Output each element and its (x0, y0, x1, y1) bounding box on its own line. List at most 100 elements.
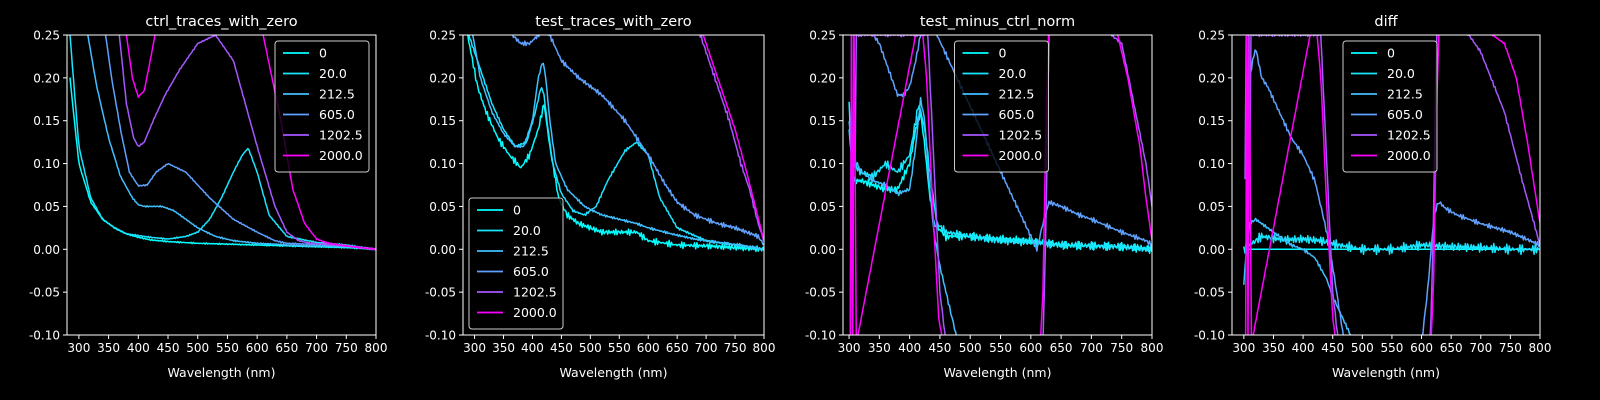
legend-label: 605.0 (319, 107, 355, 122)
x-tick-label: 350 (868, 341, 891, 355)
x-tick-label: 800 (753, 341, 776, 355)
legend-label: 0 (999, 46, 1007, 61)
y-tick-label: 0.10 (1198, 157, 1225, 171)
series-line-212-5 (87, 35, 376, 251)
y-tick-label: 0.25 (33, 29, 60, 43)
x-tick-label: 350 (97, 341, 120, 355)
legend-label: 0 (319, 46, 327, 61)
x-axis-label: Wavelength (nm) (168, 365, 276, 380)
x-axis-label: Wavelength (nm) (944, 365, 1052, 380)
x-tick-label: 300 (1232, 341, 1255, 355)
y-tick-label: -0.05 (425, 286, 456, 300)
chart-panel-3: test_minus_ctrl_norm 300 350 400 450 500 550 60… (805, 14, 1164, 380)
chart-panel-4: diff 300 350 400 450 500 550 600 650 700 750 800 -0.… (1194, 14, 1552, 380)
legend-label: 20.0 (999, 66, 1027, 81)
chart-title: test_minus_ctrl_norm (920, 14, 1075, 30)
x-tick-label: 650 (275, 341, 298, 355)
x-tick-label: 550 (216, 341, 239, 355)
y-tick-label: 0.00 (33, 243, 60, 257)
x-tick-label: 350 (492, 341, 515, 355)
series-line-20-0 (848, 104, 1152, 253)
legend-label: 2000.0 (513, 305, 557, 320)
legend: 0 20.0 212.5 605.0 1202.5 2000.0 (468, 197, 564, 330)
legend-label: 0 (513, 203, 521, 218)
x-tick-label: 600 (246, 341, 269, 355)
y-tick-label: 0.15 (809, 114, 836, 128)
legend-label: 1202.5 (1387, 128, 1431, 143)
legend-label: 2000.0 (1387, 148, 1431, 163)
y-tick-label: 0.20 (429, 71, 456, 85)
series-line-1202-5 (699, 35, 764, 241)
x-tick-label: 600 (1410, 341, 1433, 355)
y-tick-label: 0.20 (809, 71, 836, 85)
x-tick-label: 650 (1050, 341, 1073, 355)
x-tick-label: 500 (186, 341, 209, 355)
legend-label: 212.5 (1387, 87, 1423, 102)
x-tick-label: 800 (365, 341, 388, 355)
series-line-20-0 (1243, 232, 1540, 256)
x-tick-label: 800 (1529, 341, 1552, 355)
x-axis-label: Wavelength (nm) (1332, 365, 1440, 380)
chart-panel-2: test_traces_with_zero 300 350 400 450 500 550 6… (425, 14, 776, 380)
x-tick-label: 700 (1080, 341, 1103, 355)
x-tick-label: 500 (1351, 341, 1374, 355)
y-tick-label: -0.05 (805, 286, 836, 300)
legend-label: 605.0 (999, 107, 1035, 122)
legend-label: 1202.5 (513, 285, 557, 300)
y-tick-label: -0.10 (1194, 329, 1225, 343)
y-tick-label: -0.05 (29, 286, 60, 300)
legend-label: 20.0 (1387, 66, 1415, 81)
y-tick-label: 0.05 (33, 200, 60, 214)
legend: 0 20.0 212.5 605.0 1202.5 2000.0 (274, 40, 370, 173)
y-tick-label: 0.20 (1198, 71, 1225, 85)
x-tick-label: 300 (463, 341, 486, 355)
chart-title: test_traces_with_zero (535, 14, 692, 30)
x-tick-label: 700 (1469, 341, 1492, 355)
legend: 0 20.0 212.5 605.0 1202.5 2000.0 (954, 40, 1049, 173)
series-group (848, 35, 1152, 335)
legend-label: 212.5 (319, 87, 355, 102)
chart-title: diff (1374, 14, 1398, 30)
y-tick-label: 0.25 (429, 29, 456, 43)
y-tick-label: 0.05 (809, 200, 836, 214)
series-line-605-0 (873, 35, 1152, 252)
y-tick-label: 0.15 (33, 114, 60, 128)
series-line-2000-0 (125, 35, 376, 251)
y-tick-label: -0.10 (425, 329, 456, 343)
x-tick-label: 600 (637, 341, 660, 355)
y-tick-label: 0.15 (429, 114, 456, 128)
x-tick-label: 700 (695, 341, 718, 355)
legend-label: 0 (1387, 46, 1395, 61)
y-tick-label: 0.00 (809, 243, 836, 257)
y-tick-label: 0.10 (809, 157, 836, 171)
series-line-0 (467, 35, 764, 253)
x-tick-label: 750 (1110, 341, 1133, 355)
x-axis-label: Wavelength (nm) (560, 365, 668, 380)
legend-label: 20.0 (513, 223, 541, 238)
y-tick-label: 0.10 (33, 157, 60, 171)
y-tick-label: 0.05 (1198, 200, 1225, 214)
x-tick-label: 450 (550, 341, 573, 355)
series-line-212-5 (848, 96, 957, 335)
series-line-1202-5 (118, 35, 376, 251)
legend-label: 2000.0 (999, 148, 1043, 163)
legend-label: 212.5 (999, 87, 1035, 102)
x-tick-label: 600 (1019, 341, 1042, 355)
x-tick-label: 300 (838, 341, 861, 355)
x-tick-label: 750 (1499, 341, 1522, 355)
x-tick-label: 450 (928, 341, 951, 355)
x-tick-label: 450 (157, 341, 180, 355)
series-group (467, 35, 764, 253)
y-tick-label: 0.25 (809, 29, 836, 43)
legend: 0 20.0 212.5 605.0 1202.5 2000.0 (1342, 40, 1438, 173)
axes-frame (66, 34, 377, 336)
axes-frame (1231, 34, 1541, 336)
x-tick-label: 500 (959, 341, 982, 355)
x-tick-label: 750 (335, 341, 358, 355)
x-tick-label: 750 (724, 341, 747, 355)
y-tick-label: 0.10 (429, 157, 456, 171)
x-tick-label: 550 (608, 341, 631, 355)
x-tick-label: 350 (1262, 341, 1285, 355)
